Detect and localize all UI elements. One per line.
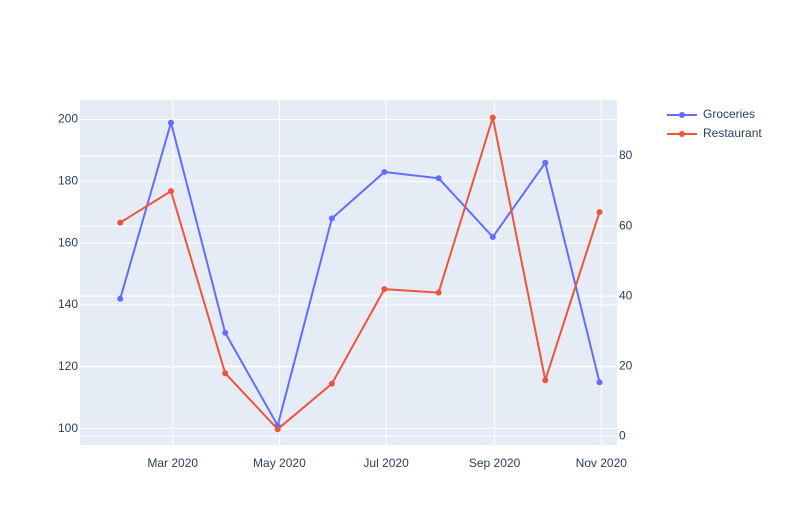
y-right-tick-label: 80	[619, 148, 633, 162]
data-point-restaurant[interactable]	[117, 219, 124, 226]
legend-marker	[679, 112, 685, 118]
data-point-restaurant[interactable]	[435, 289, 442, 296]
legend[interactable]: Groceries Restaurant	[667, 107, 762, 140]
data-point-restaurant[interactable]	[222, 370, 229, 377]
y-left-tick-label: 140	[58, 297, 78, 311]
legend-label: Groceries	[703, 107, 755, 121]
y-right-tick-label: 40	[619, 288, 633, 302]
legend-item-restaurant[interactable]: Restaurant	[667, 126, 762, 140]
series-markers	[117, 114, 603, 433]
data-point-groceries[interactable]	[596, 379, 603, 386]
plot-area	[80, 100, 617, 445]
data-point-restaurant[interactable]	[542, 377, 549, 384]
data-point-groceries[interactable]	[222, 329, 229, 336]
y-right-tick-label: 60	[619, 218, 633, 232]
data-point-restaurant[interactable]	[489, 114, 496, 121]
y-right-tick-label: 0	[619, 428, 626, 442]
x-tick-label: May 2020	[253, 456, 306, 470]
series-line-restaurant	[119, 116, 601, 431]
series-lines	[119, 116, 601, 431]
data-point-restaurant[interactable]	[328, 380, 335, 387]
data-point-groceries[interactable]	[381, 169, 388, 176]
data-point-restaurant[interactable]	[167, 188, 174, 195]
data-point-groceries[interactable]	[117, 295, 124, 302]
data-point-groceries[interactable]	[167, 119, 174, 126]
y-left-tick-label: 100	[58, 421, 78, 435]
data-point-restaurant[interactable]	[274, 426, 281, 433]
y-right-tick-label: 20	[619, 358, 633, 372]
legend-item-groceries[interactable]: Groceries	[667, 107, 755, 121]
data-point-groceries[interactable]	[328, 215, 335, 222]
y-left-tick-label: 180	[58, 173, 78, 187]
y-axis-left-ticks: 100 120 140 160 180 200	[58, 112, 78, 435]
x-tick-label: Sep 2020	[469, 456, 521, 470]
data-point-groceries[interactable]	[435, 175, 442, 182]
x-tick-label: Mar 2020	[147, 456, 198, 470]
data-point-groceries[interactable]	[489, 233, 496, 240]
y-left-tick-label: 120	[58, 359, 78, 373]
series-line-groceries	[119, 121, 601, 427]
y-axis-right-ticks: 0 20 40 60 80	[619, 148, 633, 442]
legend-label: Restaurant	[703, 126, 762, 140]
data-point-groceries[interactable]	[542, 159, 549, 166]
x-tick-label: Nov 2020	[576, 456, 628, 470]
legend-marker	[679, 131, 685, 137]
x-axis-ticks: Mar 2020 May 2020 Jul 2020 Sep 2020 Nov 2020	[147, 456, 627, 470]
data-point-restaurant[interactable]	[596, 209, 603, 216]
x-tick-label: Jul 2020	[363, 456, 409, 470]
y-left-tick-label: 200	[58, 112, 78, 126]
data-point-restaurant[interactable]	[381, 286, 388, 293]
y-left-tick-label: 160	[58, 235, 78, 249]
